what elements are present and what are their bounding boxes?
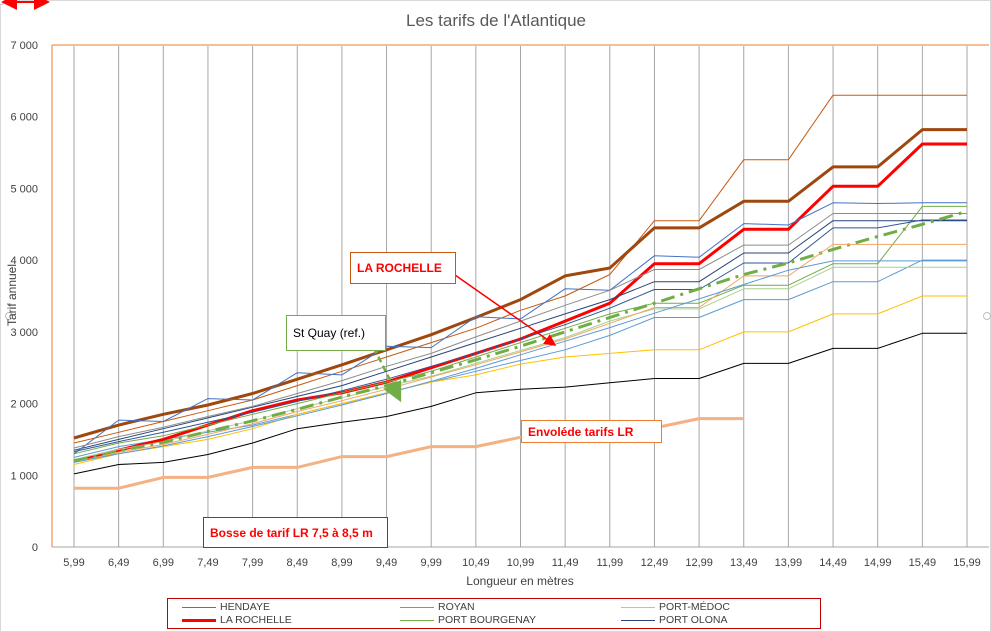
legend-swatch bbox=[621, 606, 655, 608]
legend-item: HENDAYE bbox=[182, 600, 270, 614]
x-tick-label: 8,49 bbox=[287, 557, 308, 569]
x-tick-label: 13,49 bbox=[730, 557, 758, 569]
annotation-la-rochelle-text: LA ROCHELLE bbox=[357, 261, 442, 275]
annotation-envolee-text: Envoléde tarifs LR bbox=[528, 424, 634, 439]
series-line-unlabeled-8 bbox=[73, 202, 967, 455]
legend-swatch bbox=[400, 619, 434, 621]
annotation-la-rochelle: LA ROCHELLE bbox=[350, 252, 456, 284]
x-tick-label: 10,49 bbox=[462, 557, 490, 569]
annotation-bosse: Bosse de tarif LR 7,5 à 8,5 m bbox=[203, 517, 388, 548]
legend-swatch bbox=[621, 619, 655, 621]
y-tick-label: 2 000 bbox=[10, 399, 38, 411]
chart-legend: HENDAYE ROYAN PORT-MÉDOC LA ROCHELLE PORT BO… bbox=[167, 598, 821, 629]
annotation-st-quay: St Quay (ref.) bbox=[286, 315, 386, 351]
y-tick-label: 1 000 bbox=[10, 470, 38, 482]
series-line-port-bourgenay bbox=[73, 205, 967, 455]
y-tick-label: 4 000 bbox=[10, 255, 38, 267]
legend-item: PORT BOURGENAY bbox=[400, 613, 536, 627]
x-tick-label: 11,99 bbox=[596, 557, 623, 569]
annotation-bosse-text: Bosse de tarif LR 7,5 à 8,5 m bbox=[210, 525, 373, 540]
series-line-royan bbox=[73, 259, 967, 458]
y-axis-label: Tarif annuel bbox=[5, 264, 19, 326]
y-tick-label: 0 bbox=[32, 542, 38, 554]
legend-swatch bbox=[182, 606, 216, 608]
x-tick-label: 15,99 bbox=[953, 557, 981, 569]
series-line-unlabeled-7 bbox=[73, 332, 967, 475]
annotation-arrow-la-rochelle bbox=[444, 267, 557, 346]
legend-item: PORT OLONA bbox=[621, 613, 727, 627]
x-tick-label: 6,49 bbox=[108, 557, 129, 569]
series-line-unlabeled-14 bbox=[73, 260, 967, 463]
legend-label: PORT-MÉDOC bbox=[659, 601, 730, 613]
legend-item: LA ROCHELLE bbox=[182, 613, 292, 627]
chart-title: Les tarifs de l'Atlantique bbox=[406, 11, 586, 30]
resize-handle-left[interactable] bbox=[5, 312, 13, 320]
legend-item: PORT-MÉDOC bbox=[621, 600, 730, 614]
legend-label: HENDAYE bbox=[220, 601, 270, 613]
x-tick-label: 15,49 bbox=[909, 557, 937, 569]
series-line-unlabeled-13 bbox=[73, 243, 967, 463]
x-tick-label: 12,99 bbox=[685, 557, 713, 569]
legend-swatch bbox=[182, 618, 216, 622]
annotation-envolee: Envoléde tarifs LR bbox=[521, 420, 662, 443]
series-line-port-m-doc bbox=[73, 295, 967, 465]
series-line-hendaye bbox=[73, 94, 967, 444]
series-line-unlabeled-12 bbox=[73, 209, 968, 463]
y-tick-label: 6 000 bbox=[10, 112, 38, 124]
x-tick-label: 13,99 bbox=[775, 557, 803, 569]
series-line-unlabeled-11 bbox=[73, 219, 967, 453]
series-line-unlabeled-6 bbox=[73, 128, 967, 440]
legend-swatch bbox=[400, 606, 434, 608]
x-axis-label: Longueur en mètres bbox=[466, 574, 573, 588]
x-tick-label: 10,99 bbox=[507, 557, 535, 569]
y-tick-label: 3 000 bbox=[10, 327, 38, 339]
x-tick-label: 12,49 bbox=[641, 557, 669, 569]
x-tick-label: 6,99 bbox=[153, 557, 174, 569]
y-tick-label: 7 000 bbox=[10, 40, 38, 52]
x-tick-label: 9,99 bbox=[420, 557, 441, 569]
legend-label: ROYAN bbox=[438, 601, 475, 613]
legend-label: PORT BOURGENAY bbox=[438, 614, 537, 626]
x-tick-label: 14,99 bbox=[864, 557, 892, 569]
series-line-port-olona bbox=[73, 220, 967, 451]
legend-label: PORT OLONA bbox=[659, 614, 728, 626]
x-tick-label: 8,99 bbox=[331, 557, 352, 569]
y-tick-label: 5 000 bbox=[10, 183, 38, 195]
legend-label: LA ROCHELLE bbox=[220, 614, 292, 626]
x-tick-label: 7,49 bbox=[197, 557, 218, 569]
x-tick-label: 5,99 bbox=[63, 557, 84, 569]
x-tick-label: 11,49 bbox=[552, 557, 579, 569]
x-tick-label: 9,49 bbox=[376, 557, 397, 569]
legend-item: ROYAN bbox=[400, 600, 475, 614]
x-tick-label: 14,49 bbox=[819, 557, 847, 569]
annotation-st-quay-text: St Quay (ref.) bbox=[293, 326, 366, 340]
x-tick-label: 7,99 bbox=[242, 557, 263, 569]
